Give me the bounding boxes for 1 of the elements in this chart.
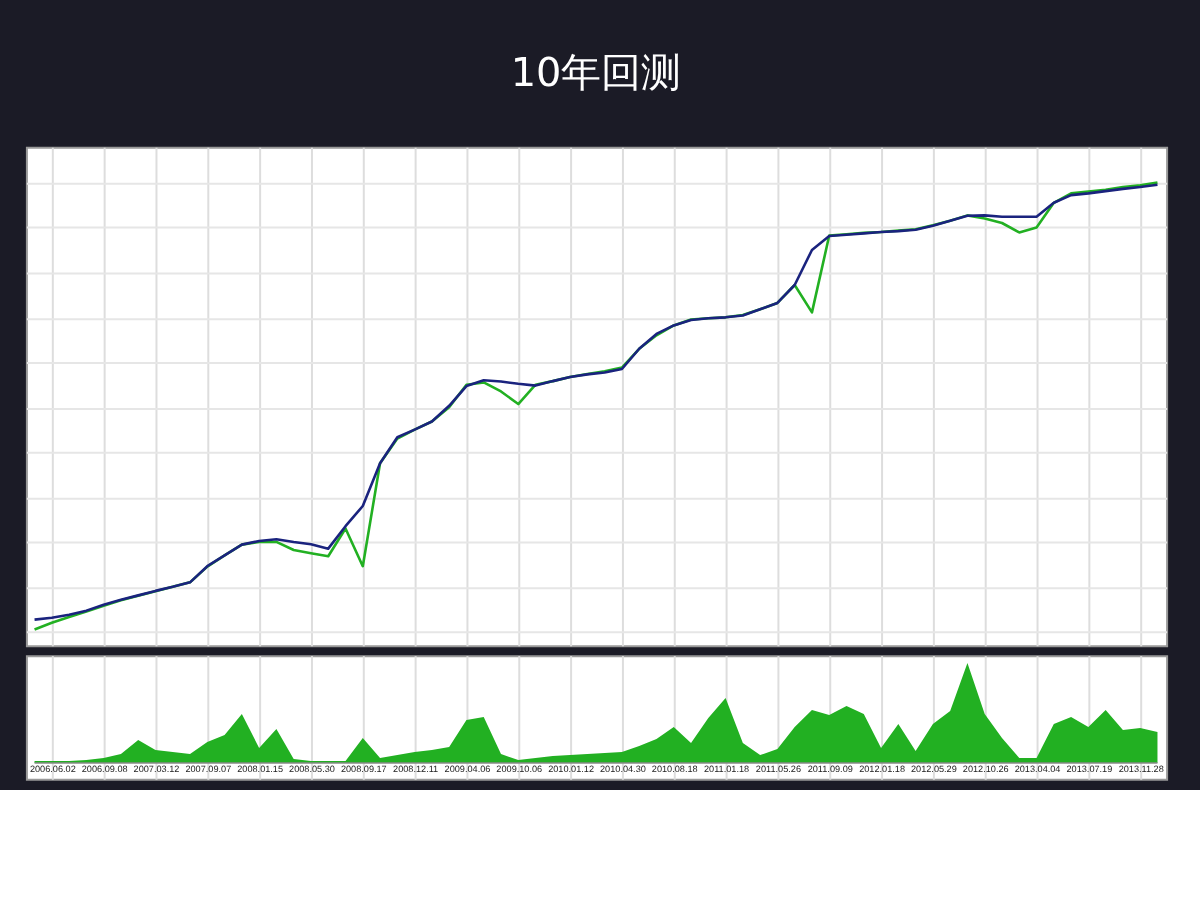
chart-title: 10年回测 [510,50,682,97]
